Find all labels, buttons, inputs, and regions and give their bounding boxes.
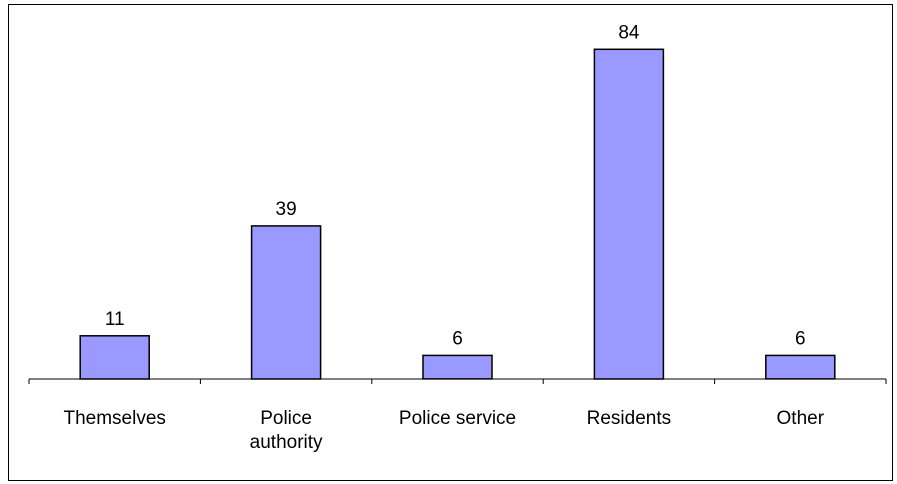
category-label-2: Police service (399, 408, 516, 429)
category-label-line: authority (250, 432, 323, 453)
value-label-4: 6 (795, 328, 806, 349)
bar-0 (79, 335, 150, 380)
category-label-line: Themselves (63, 408, 165, 429)
value-label-1: 39 (276, 199, 297, 220)
category-label-1: Police authority (250, 408, 323, 453)
bar-chart: 11 39 6 84 6 Themselves Police authority Police … (28, 22, 887, 453)
labels-group: 11 39 6 84 6 Themselves Police authority Police … (63, 22, 824, 453)
category-label-line: Police (260, 408, 312, 429)
category-label-line: Police service (399, 408, 516, 429)
bar-4 (765, 354, 836, 380)
value-label-0: 11 (105, 309, 125, 330)
category-label-4: Other (777, 408, 825, 429)
x-axis (28, 378, 887, 384)
category-label-line: Residents (587, 408, 672, 429)
category-label-3: Residents (587, 408, 672, 429)
value-label-3: 84 (618, 22, 640, 43)
value-label-2: 6 (452, 328, 463, 349)
bar-1 (250, 225, 322, 380)
category-label-0: Themselves (63, 408, 165, 429)
bars-group (79, 48, 836, 380)
category-label-line: Other (777, 408, 825, 429)
chart-area: 11 39 6 84 6 Themselves Police authority Police … (8, 4, 893, 481)
bar-2 (422, 354, 493, 380)
bar-3 (593, 48, 665, 380)
